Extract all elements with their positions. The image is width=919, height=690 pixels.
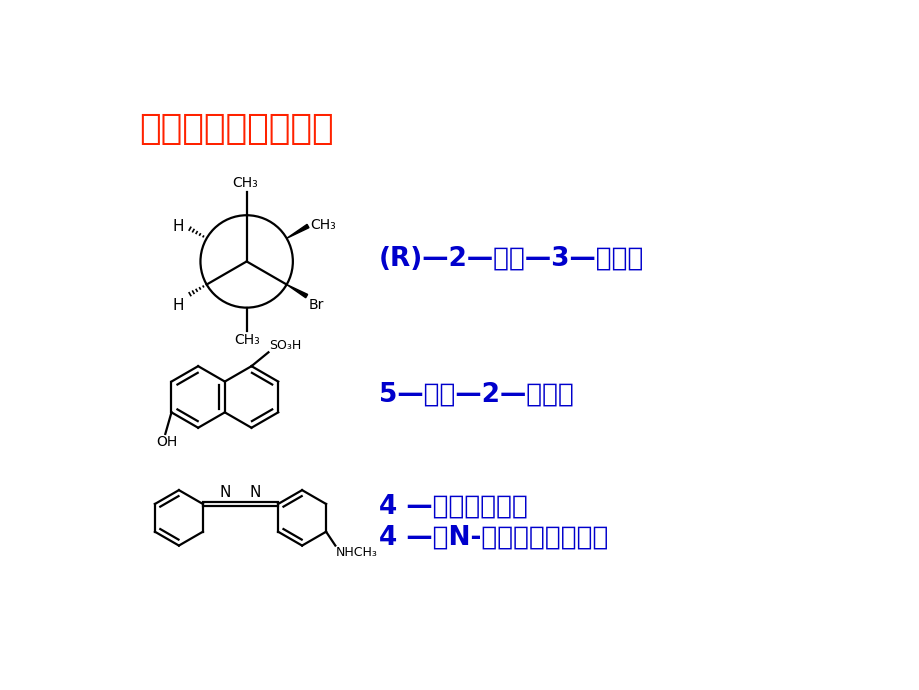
Text: N: N <box>250 485 261 500</box>
Polygon shape <box>287 224 309 238</box>
Text: CH₃: CH₃ <box>310 218 335 233</box>
Text: N: N <box>220 485 231 500</box>
Polygon shape <box>287 284 307 298</box>
Text: 4 —（N-甲基氨基）偶氮苯: 4 —（N-甲基氨基）偶氮苯 <box>379 524 607 550</box>
Text: Br: Br <box>309 297 324 312</box>
Text: H: H <box>173 219 184 235</box>
Text: CH₃: CH₃ <box>232 176 257 190</box>
Text: OH: OH <box>156 435 177 449</box>
Text: 5—羟基—2—萌磺酸: 5—羟基—2—萌磺酸 <box>379 382 573 408</box>
Text: CH₃: CH₃ <box>233 333 259 347</box>
Text: H: H <box>173 297 184 313</box>
Text: 一、命名或写结构式: 一、命名或写结构式 <box>139 112 333 146</box>
Text: SO₃H: SO₃H <box>269 339 301 351</box>
Text: (R)—2—甲基—3—渴丁烷: (R)—2—甲基—3—渴丁烷 <box>379 246 644 271</box>
Text: NHCH₃: NHCH₃ <box>335 546 378 560</box>
Text: 4 —甲氨基偶氮苯: 4 —甲氨基偶氮苯 <box>379 493 528 520</box>
